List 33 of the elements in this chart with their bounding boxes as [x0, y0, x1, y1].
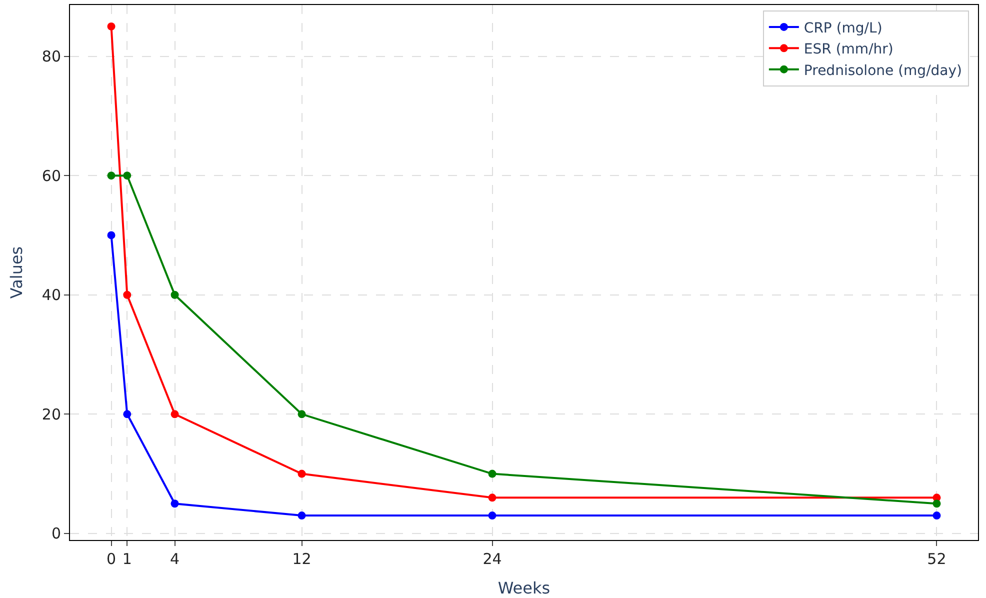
x-tick-label: 4	[170, 550, 180, 568]
point	[107, 231, 116, 240]
x-tick-label: 0	[106, 550, 116, 568]
point	[488, 512, 496, 520]
legend-label: ESR (mm/hr)	[804, 42, 894, 58]
point	[123, 410, 132, 418]
point	[123, 290, 132, 299]
x-tick-label: 1	[122, 550, 132, 568]
legend-label: Prednisolone (mg/day)	[804, 62, 962, 79]
x-axis-title: Weeks	[498, 578, 550, 598]
legend-label: CRP (mg/L)	[804, 20, 882, 36]
x-tick-label: 12	[292, 550, 312, 568]
point	[170, 290, 179, 299]
point	[488, 494, 496, 502]
point	[107, 172, 116, 180]
y-tick-label: 60	[42, 166, 61, 185]
point	[298, 512, 306, 520]
y-tick-label: 20	[42, 405, 61, 424]
point	[298, 470, 306, 478]
y-axis-title: Values	[6, 246, 26, 299]
point	[107, 22, 116, 30]
x-tick-label: 24	[482, 550, 502, 568]
point	[123, 172, 132, 180]
point	[298, 410, 306, 418]
y-tick-label: 40	[42, 286, 61, 304]
x-tick-label: 52	[927, 550, 946, 568]
point	[932, 500, 941, 508]
y-tick-label: 0	[51, 524, 61, 543]
point	[170, 410, 179, 418]
point	[932, 512, 941, 520]
point	[170, 500, 179, 508]
y-tick-label: 80	[42, 48, 61, 66]
point	[488, 470, 496, 478]
